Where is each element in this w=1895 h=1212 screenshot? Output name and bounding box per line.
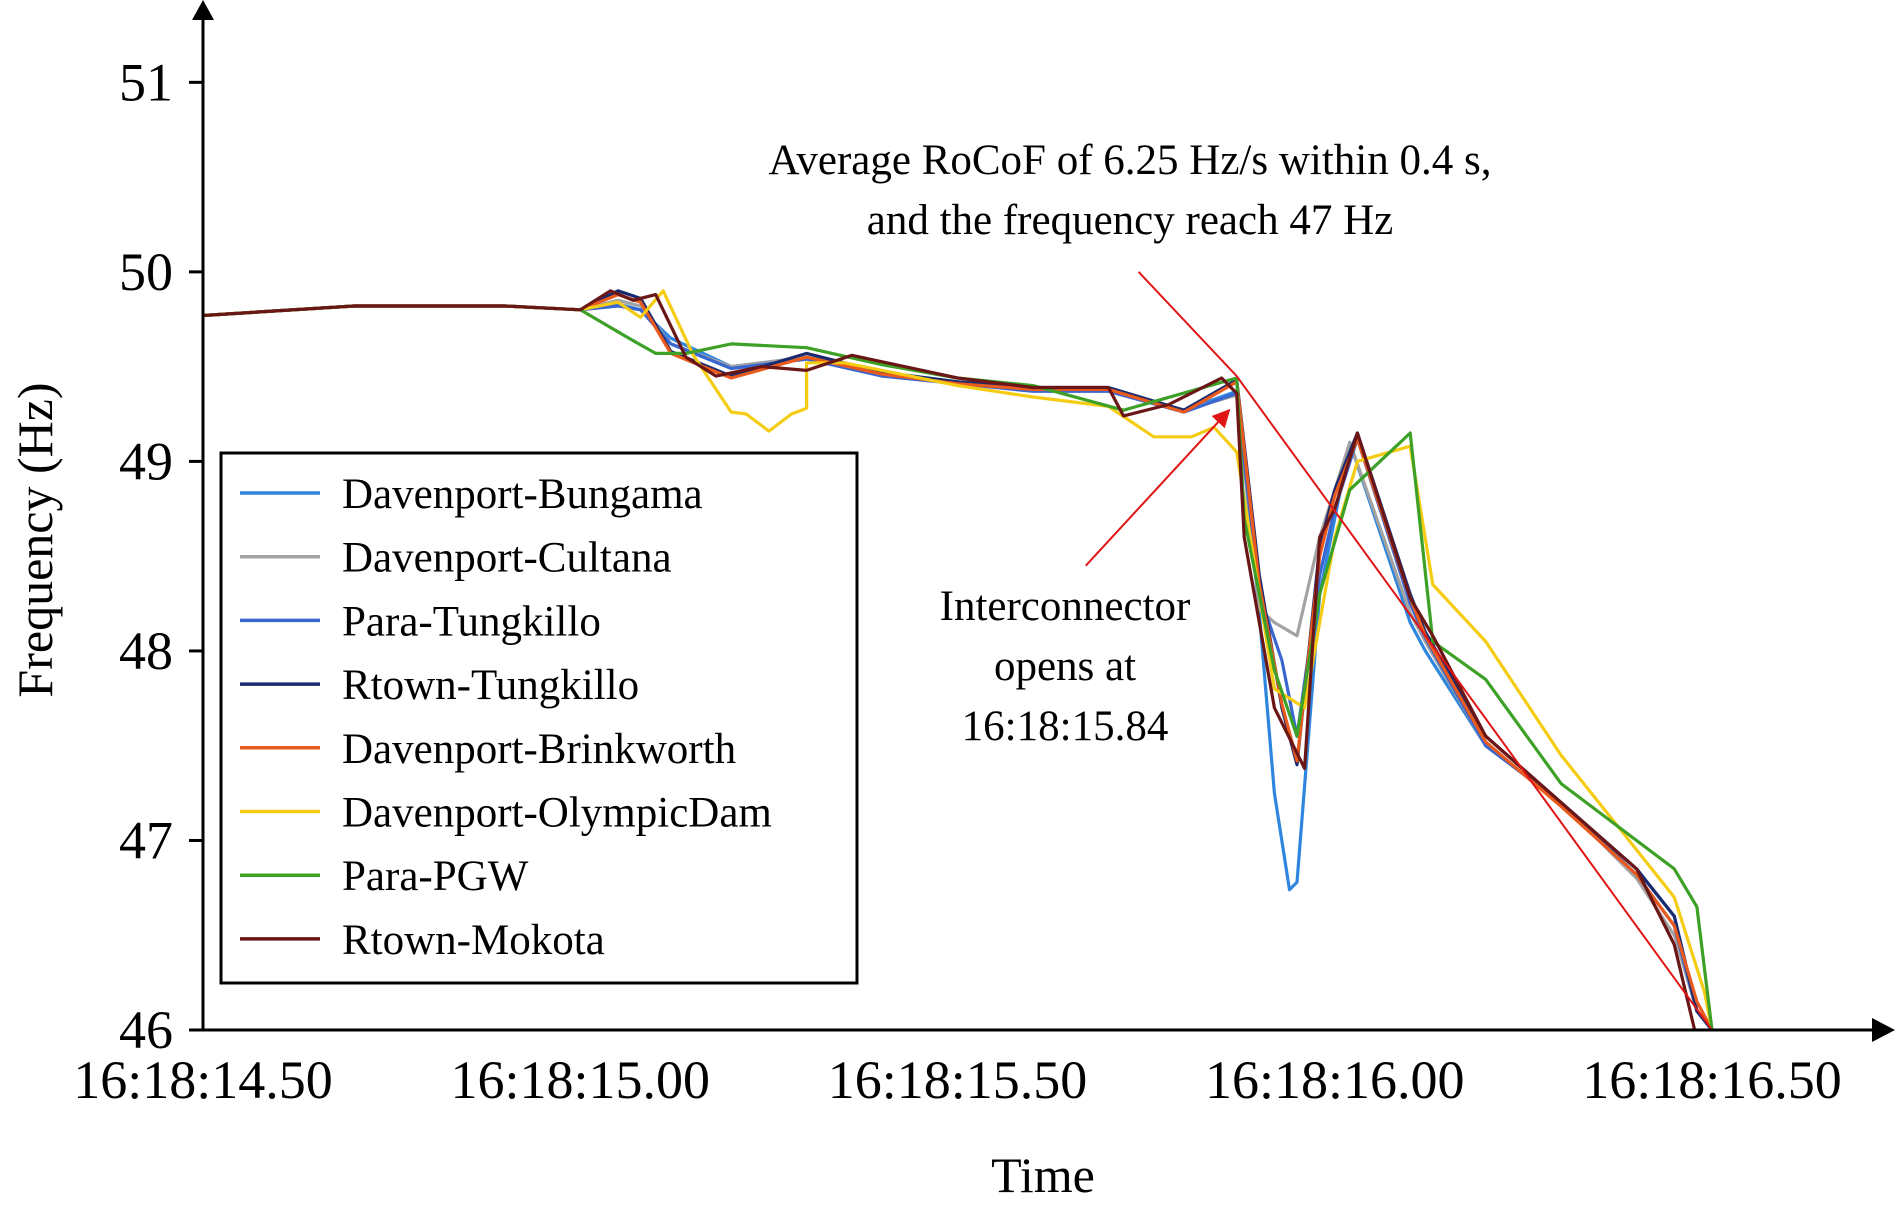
y-tick-label-3: 49 xyxy=(119,431,173,491)
legend-label-1: Davenport-Cultana xyxy=(342,535,672,582)
interconnector-annotation-text-0: Interconnector xyxy=(940,583,1191,630)
interconnector-arrow xyxy=(1085,408,1231,567)
x-tick-label-2: 16:18:15.50 xyxy=(828,1050,1088,1110)
interconnector-annotation-text-1: opens at xyxy=(994,643,1136,690)
y-tick-label-0: 46 xyxy=(119,1000,173,1060)
rocof-slope-line xyxy=(1235,375,1713,1031)
x-axis-title: Time xyxy=(991,1147,1095,1203)
legend-label-6: Para-PGW xyxy=(342,853,529,900)
interconnector-annotation-text-2: 16:18:15.84 xyxy=(962,703,1169,750)
series-line-5 xyxy=(203,289,1714,1030)
x-tick-label-1: 16:18:15.00 xyxy=(450,1050,710,1110)
x-tick-label-4: 16:18:16.50 xyxy=(1582,1050,1842,1110)
axes xyxy=(192,0,1895,1042)
series-line-6 xyxy=(203,304,1714,1030)
annotation-layer: Average RoCoF of 6.25 Hz/s within 0.4 s,… xyxy=(769,137,1713,1031)
legend-label-4: Davenport-Brinkworth xyxy=(342,726,736,773)
rocof-annotation-text-0: Average RoCoF of 6.25 Hz/s within 0.4 s, xyxy=(769,137,1492,184)
legend-label-2: Para-Tungkillo xyxy=(342,598,601,645)
y-tick-label-2: 48 xyxy=(119,621,173,681)
legend-label-0: Davenport-Bungama xyxy=(342,471,703,518)
y-axis-title: Frequency (Hz) xyxy=(7,382,63,697)
x-tick-label-3: 16:18:16.00 xyxy=(1205,1050,1465,1110)
legend-label-5: Davenport-OlympicDam xyxy=(342,790,772,837)
series-layer xyxy=(203,289,1716,1030)
y-tick-label-4: 50 xyxy=(119,242,173,302)
y-tick-label-5: 51 xyxy=(119,52,173,112)
rocof-annotation-text-1: and the frequency reach 47 Hz xyxy=(867,197,1393,244)
rocof-pointer-line xyxy=(1137,271,1238,377)
legend: Davenport-Bungama Davenport-Cultana Para-T… xyxy=(219,451,859,985)
x-axis-arrow-icon xyxy=(1872,1018,1895,1042)
series-line-7 xyxy=(203,289,1697,1030)
legend-label-3: Rtown-Tungkillo xyxy=(342,662,639,709)
y-tick-label-1: 47 xyxy=(119,810,173,870)
y-axis-arrow-icon xyxy=(192,0,214,20)
legend-box xyxy=(219,451,859,985)
legend-label-7: Rtown-Mokota xyxy=(342,917,605,964)
tick-layer: 46 47 48 49 50 51 16:18:14.50 16:18:15.00 16:18:… xyxy=(73,52,1842,1110)
x-tick-label-0: 16:18:14.50 xyxy=(73,1050,333,1110)
